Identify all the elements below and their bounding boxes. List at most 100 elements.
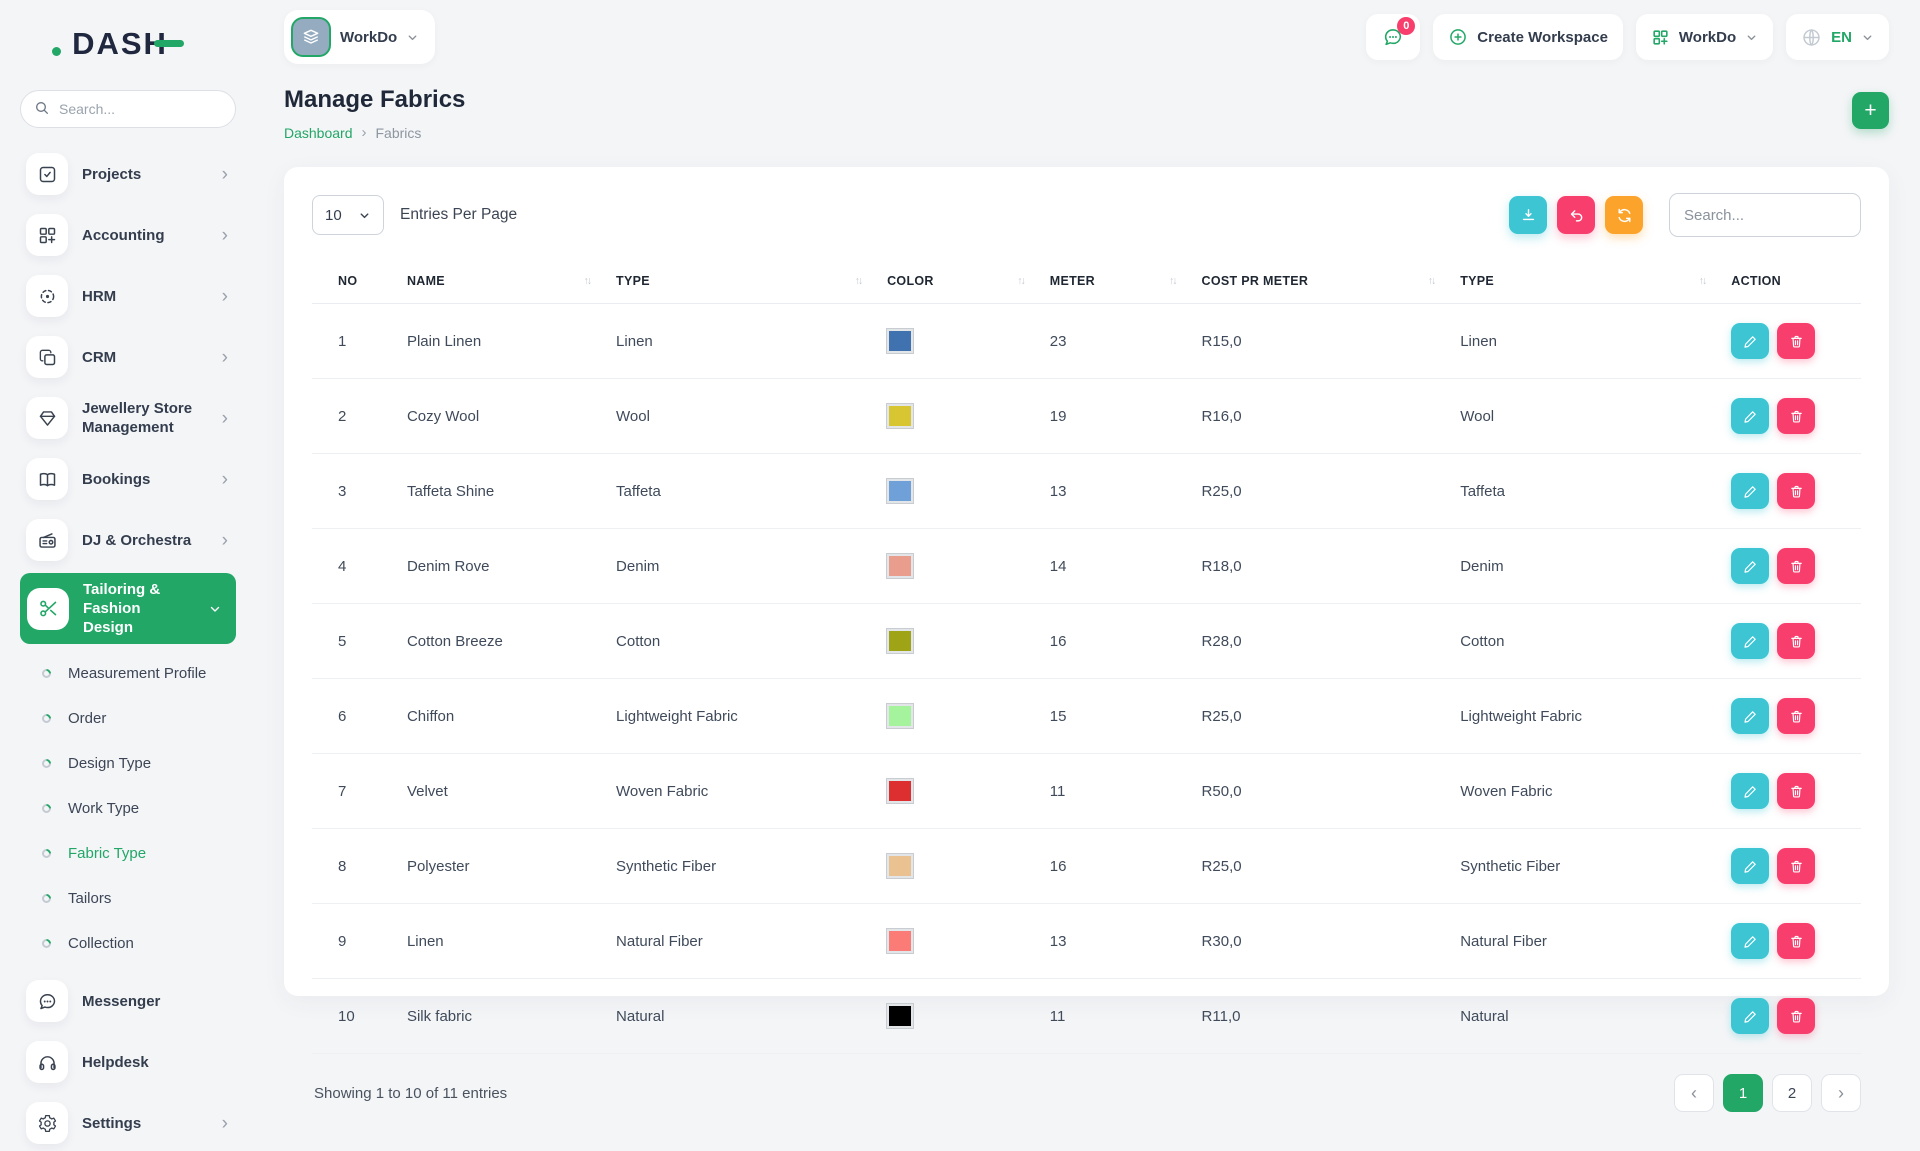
refresh-icon: [1617, 208, 1631, 222]
cell-action: [1729, 678, 1861, 754]
column-header-type[interactable]: TYPE ↑↓: [614, 259, 886, 304]
cell-type: Lightweight Fabric: [614, 678, 886, 754]
submenu-item-work-type[interactable]: Work Type: [20, 786, 236, 831]
cell-action: [1729, 378, 1861, 454]
delete-button[interactable]: [1777, 773, 1816, 809]
sidebar-item-tailoring-fashion[interactable]: Tailoring & Fashion Design: [20, 573, 236, 644]
trash-icon: [1791, 410, 1802, 423]
edit-button[interactable]: [1731, 473, 1770, 509]
cell-no: 1: [312, 303, 405, 379]
edit-button[interactable]: [1731, 773, 1770, 809]
delete-button[interactable]: [1777, 998, 1816, 1034]
column-header-name[interactable]: NAME ↑↓: [404, 259, 615, 304]
chevron-down-icon: [208, 602, 222, 616]
edit-button[interactable]: [1731, 923, 1770, 959]
delete-button[interactable]: [1777, 698, 1816, 734]
sidebar-item-bookings[interactable]: Bookings ›: [20, 451, 236, 507]
sidebar-item-accounting[interactable]: Accounting ›: [20, 207, 236, 263]
edit-button[interactable]: [1731, 323, 1770, 359]
refresh-button[interactable]: [1605, 196, 1643, 234]
sidebar-item-crm[interactable]: CRM ›: [20, 329, 236, 385]
delete-button[interactable]: [1777, 623, 1816, 659]
entries-per-page-select[interactable]: 10: [312, 195, 384, 235]
sidebar-item-label: Helpdesk: [82, 1053, 149, 1071]
breadcrumb-dashboard[interactable]: Dashboard: [284, 124, 353, 141]
delete-button[interactable]: [1777, 398, 1816, 434]
export-button[interactable]: [1509, 196, 1547, 234]
submenu-item-tailors[interactable]: Tailors: [20, 876, 236, 921]
submenu-item-measurement-profile[interactable]: Measurement Profile: [20, 651, 236, 696]
column-header-meter[interactable]: METER ↑↓: [1047, 259, 1200, 304]
column-header-type2[interactable]: TYPE ↑↓: [1458, 259, 1730, 304]
delete-button[interactable]: [1777, 923, 1816, 959]
color-swatch: [886, 628, 915, 654]
table-search-input[interactable]: [1669, 193, 1861, 237]
submenu-item-order[interactable]: Order: [20, 696, 236, 741]
reset-button[interactable]: [1557, 196, 1595, 234]
language-selector[interactable]: EN: [1786, 14, 1889, 60]
delete-button[interactable]: [1777, 848, 1816, 884]
edit-button[interactable]: [1731, 398, 1770, 434]
cell-meter: 11: [1047, 753, 1200, 829]
sidebar-item-label: Settings: [82, 1114, 142, 1132]
cell-type2: Lightweight Fabric: [1458, 678, 1730, 754]
sidebar-item-label: DJ & Orchestra: [82, 531, 192, 549]
cell-type: Linen: [614, 303, 886, 379]
cell-type2: Woven Fabric: [1458, 753, 1730, 829]
color-swatch: [886, 853, 915, 879]
cell-type: Natural Fiber: [614, 903, 886, 979]
sidebar-item-dj-orchestra[interactable]: DJ & Orchestra ›: [20, 512, 236, 568]
cell-color: [885, 603, 1048, 679]
cell-type2: Natural: [1458, 978, 1730, 1054]
sidebar-item-messenger[interactable]: Messenger: [20, 973, 236, 1029]
bullet-icon: [40, 712, 53, 725]
trash-icon: [1791, 935, 1802, 948]
color-swatch: [886, 478, 915, 504]
pencil-icon: [1744, 335, 1756, 348]
add-fabric-button[interactable]: +: [1852, 92, 1889, 129]
edit-button[interactable]: [1731, 698, 1770, 734]
sidebar-item-hrm[interactable]: HRM ›: [20, 268, 236, 324]
brand-logo: DASH: [20, 22, 236, 66]
delete-button[interactable]: [1777, 473, 1816, 509]
radio-icon: [26, 519, 68, 561]
edit-button[interactable]: [1731, 548, 1770, 584]
cell-name: Linen: [404, 903, 615, 979]
cell-color: [885, 828, 1048, 904]
submenu-item-fabric-type[interactable]: Fabric Type: [20, 831, 236, 876]
delete-button[interactable]: [1777, 323, 1816, 359]
cell-color: [885, 378, 1048, 454]
column-header-color[interactable]: COLOR ↑↓: [885, 259, 1048, 304]
trash-icon: [1791, 1010, 1802, 1023]
workdo-apps-button[interactable]: WorkDo: [1635, 14, 1774, 60]
chevron-down-icon: [406, 31, 419, 44]
create-workspace-button[interactable]: Create Workspace: [1433, 14, 1623, 60]
topbar: WorkDo 0 Create Workspace: [284, 0, 1889, 74]
sidebar-item-projects[interactable]: Projects ›: [20, 146, 236, 202]
submenu-item-label: Work Type: [68, 800, 140, 817]
sidebar-item-settings[interactable]: Settings ›: [20, 1095, 236, 1151]
table-row: 7 Velvet Woven Fabric 11 R50,0 Woven Fab…: [312, 753, 1861, 829]
submenu-item-design-type[interactable]: Design Type: [20, 741, 236, 786]
edit-button[interactable]: [1731, 998, 1770, 1034]
sidebar-search-input[interactable]: [20, 90, 236, 128]
column-header-cost[interactable]: COST PR METER ↑↓: [1199, 259, 1459, 304]
globe-icon: [1801, 27, 1822, 48]
cell-cost: R30,0: [1199, 903, 1459, 979]
messages-button[interactable]: 0: [1366, 14, 1421, 60]
submenu-item-collection[interactable]: Collection: [20, 921, 236, 966]
cell-color: [885, 678, 1048, 754]
create-workspace-label: Create Workspace: [1477, 28, 1608, 46]
workspace-switcher[interactable]: WorkDo: [284, 10, 436, 64]
grid-plus-icon: [1651, 28, 1670, 47]
edit-button[interactable]: [1731, 848, 1770, 884]
table-actions: [1509, 193, 1861, 237]
sidebar-item-jewellery-store[interactable]: Jewellery Store Management ›: [20, 390, 236, 446]
sidebar-item-helpdesk[interactable]: Helpdesk: [20, 1034, 236, 1090]
entries-value: 10: [325, 206, 342, 224]
delete-button[interactable]: [1777, 548, 1816, 584]
edit-button[interactable]: [1731, 623, 1770, 659]
cell-no: 9: [312, 903, 405, 979]
cell-meter: 15: [1047, 678, 1200, 754]
sidebar-item-label: CRM: [82, 348, 117, 366]
